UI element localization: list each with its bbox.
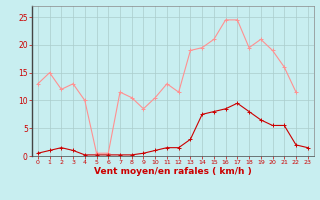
X-axis label: Vent moyen/en rafales ( km/h ): Vent moyen/en rafales ( km/h ) — [94, 167, 252, 176]
